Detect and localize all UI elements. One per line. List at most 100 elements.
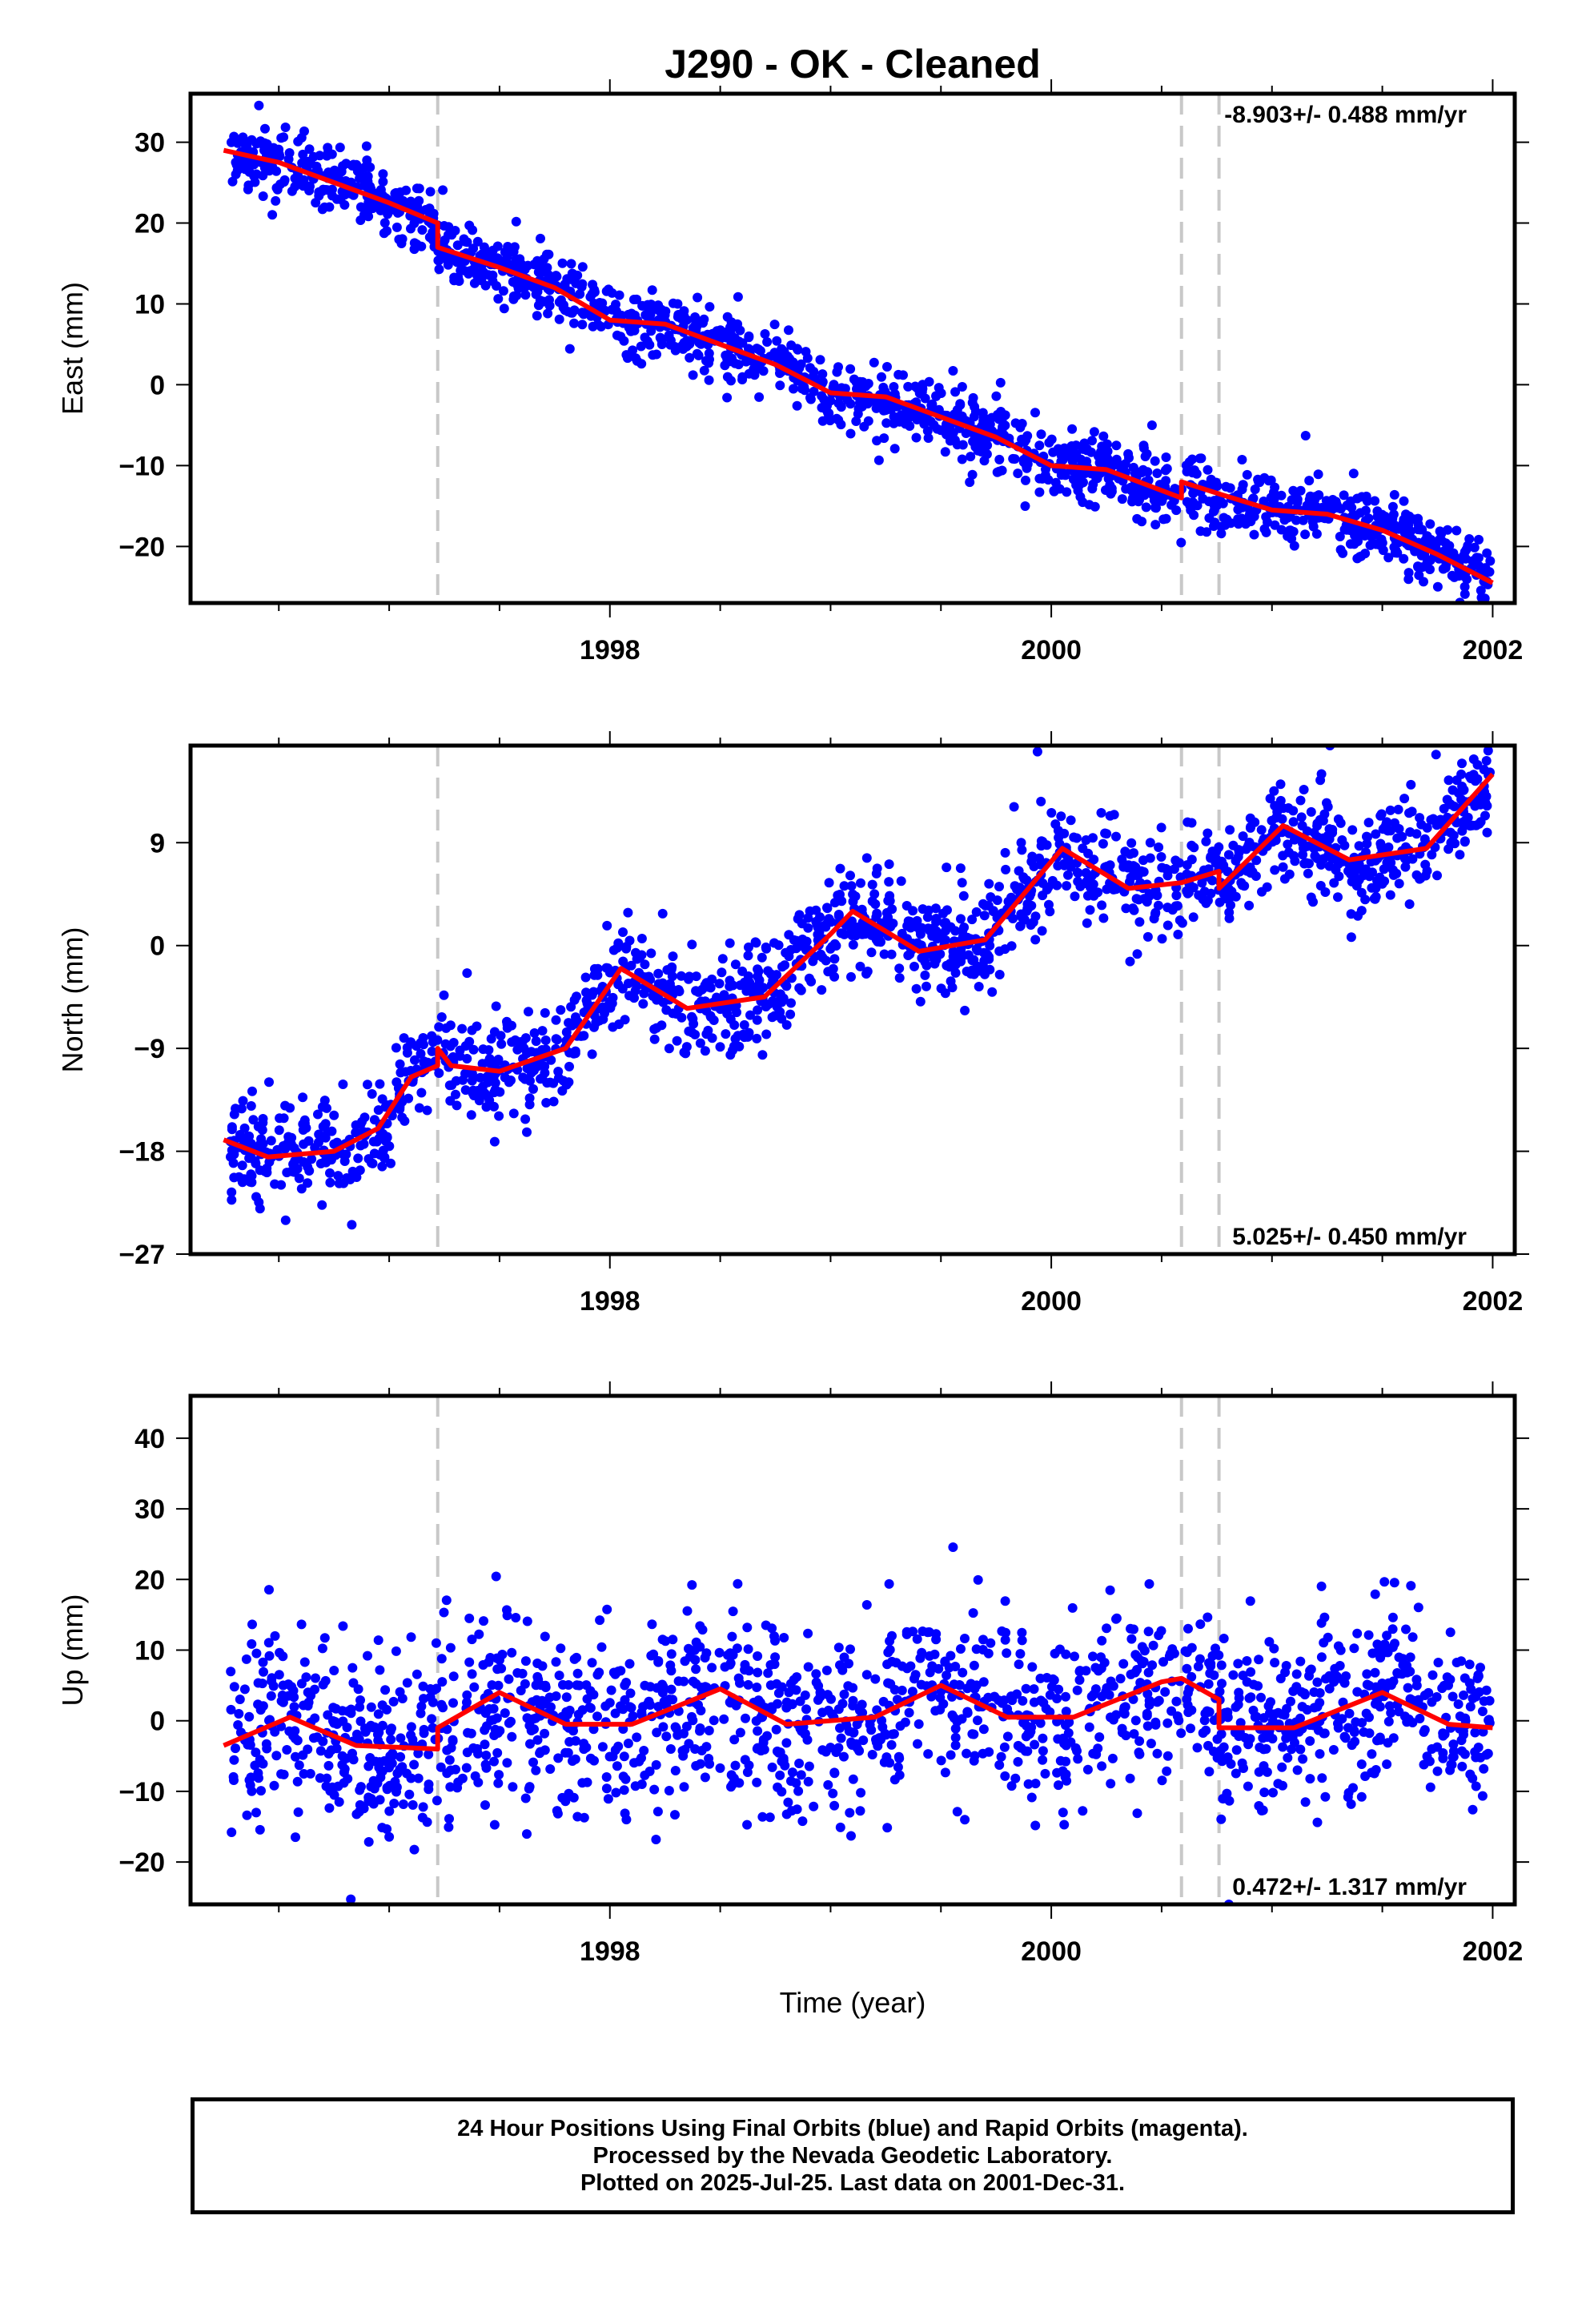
data-point [942,1671,952,1680]
data-point [427,1714,437,1724]
data-point [775,380,785,391]
data-point [1460,1749,1470,1759]
data-point [971,907,982,917]
data-point [231,1104,241,1114]
panel-frame [188,743,1517,1256]
data-point [1471,1781,1481,1791]
data-point [564,1061,574,1072]
data-point [258,191,268,201]
data-point [1347,825,1358,835]
data-point [227,1187,237,1197]
data-point [829,1768,840,1779]
data-point [592,963,603,974]
data-point [994,1760,1005,1770]
data-point [1431,1692,1442,1702]
data-point [984,879,994,889]
data-point [699,314,709,324]
data-point [1045,1690,1055,1700]
data-point [1452,525,1462,536]
data-point [867,896,877,907]
plot-area [223,94,1496,603]
data-point [630,1781,640,1791]
data-point [1354,859,1364,870]
data-point [737,372,748,382]
data-point [1316,1652,1327,1663]
data-point [394,235,404,244]
data-point [1320,1791,1331,1802]
data-point [1000,410,1010,420]
data-point [948,947,958,957]
data-point [727,1631,737,1642]
y-axis-label: East (mm) [56,282,89,415]
x-tick-label: 1998 [580,1936,640,1967]
data-point [1470,1727,1480,1738]
data-point [271,1751,282,1761]
data-point [1017,1627,1027,1638]
data-point [1251,855,1262,866]
data-point [1009,802,1019,812]
data-point [1462,574,1472,585]
data-point [689,1019,699,1029]
data-point [1125,956,1135,967]
data-point [803,913,813,923]
data-point [338,1621,348,1631]
data-point [611,300,620,310]
data-point [1157,1775,1167,1786]
data-point [508,1108,519,1119]
data-point [848,1695,858,1706]
data-point [540,1068,550,1078]
data-point [1238,1671,1248,1681]
data-point [1148,1640,1158,1651]
data-point [779,1633,789,1642]
data-point [795,1696,805,1707]
data-point [569,305,580,316]
data-point [1186,1671,1197,1682]
data-point [1204,1767,1215,1777]
data-point [764,999,774,1009]
data-point [1105,480,1115,490]
data-point [983,1648,994,1659]
data-point [1351,881,1362,891]
data-point [835,1660,845,1671]
data-point [1223,850,1234,860]
x-tick-label: 2002 [1463,1286,1524,1317]
data-point [472,236,483,247]
data-point [493,1055,504,1064]
data-point [884,859,894,870]
data-point [1186,840,1197,850]
data-point [741,1713,750,1723]
data-point [1042,884,1052,895]
data-point [537,1661,548,1671]
data-point [1002,1648,1012,1659]
data-point [725,1050,736,1060]
data-point [1129,1729,1139,1739]
data-point [461,1763,472,1773]
data-point [511,1613,521,1622]
data-point [1382,1759,1392,1769]
data-point [781,947,791,958]
data-point [1125,849,1135,859]
data-point [1208,1747,1219,1756]
data-point [567,1020,577,1031]
data-point [436,1654,447,1664]
data-point [481,1763,492,1773]
data-point [1278,862,1288,872]
y-tick-label: −18 [118,1137,165,1168]
panel-frame [188,1393,1517,1907]
data-point [796,1770,806,1780]
data-point [939,918,950,928]
data-point [1468,754,1479,764]
data-point [1223,1707,1233,1718]
data-point [809,1801,819,1811]
data-point [659,311,669,321]
data-point [848,1683,858,1693]
data-point [797,1816,808,1827]
data-point [777,962,787,972]
data-point [1413,513,1423,524]
data-point [697,1625,708,1635]
data-point [554,314,564,324]
data-point [665,1744,676,1754]
data-point [871,868,881,879]
data-point [1264,1637,1275,1647]
